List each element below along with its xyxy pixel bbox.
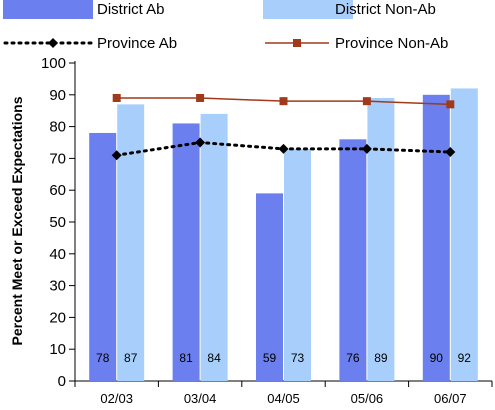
x-tick-label: 05/06 (351, 391, 384, 406)
bar (339, 139, 367, 381)
line-point (361, 143, 372, 154)
x-tick-label: 04/05 (267, 391, 300, 406)
y-tick-label: 40 (49, 246, 66, 263)
line-point (445, 147, 456, 158)
y-axis-title: Percent Meet or Exceed Expectations (9, 96, 25, 345)
y-tick-label: 70 (49, 150, 66, 167)
legend-swatch (3, 0, 93, 19)
y-tick-label: 60 (49, 182, 66, 199)
bars (89, 88, 478, 382)
bar (367, 97, 395, 381)
bar-data-label: 59 (263, 351, 277, 365)
line-point (362, 97, 371, 106)
lines (111, 93, 456, 161)
bar-data-label: 81 (179, 351, 193, 365)
bar-data-label: 92 (458, 351, 472, 365)
bar (172, 123, 200, 382)
y-tick-label: 50 (49, 214, 66, 231)
legend-label: District Ab (97, 1, 165, 18)
y-tick-label: 100 (41, 55, 66, 72)
bar-data-label: 89 (374, 351, 388, 365)
y-tick-label: 80 (49, 119, 66, 136)
bar-data-label: 76 (346, 351, 360, 365)
legend-marker (48, 38, 58, 48)
legend-label: Province Non-Ab (335, 35, 448, 52)
bar (422, 94, 450, 382)
line-point (278, 143, 289, 154)
line-point (111, 150, 122, 161)
x-tick-label: 06/07 (434, 391, 467, 406)
y-tick-label: 10 (49, 341, 66, 358)
x-axis: 02/03 03/04 04/05 05/06 06/07 (74, 380, 493, 406)
bar (284, 148, 311, 381)
y-tick-label: 30 (49, 278, 66, 295)
line-point (446, 100, 455, 109)
legend-label: District Non-Ab (335, 1, 436, 18)
bar (200, 113, 228, 381)
data-labels: 78 87 81 84 59 73 76 89 90 92 (96, 351, 471, 365)
x-tick-label: 02/03 (100, 391, 133, 406)
legend-marker (293, 39, 301, 47)
line-point (279, 97, 288, 106)
x-tick-label: 03/04 (184, 391, 217, 406)
line-point (196, 93, 205, 102)
bar (117, 104, 145, 381)
bar-data-label: 84 (207, 351, 221, 365)
y-tick-label: 20 (49, 309, 66, 326)
bar-data-label: 73 (291, 351, 305, 365)
y-axis: 0 10 20 30 40 50 60 70 80 90 100 (41, 55, 76, 390)
legend: District Ab District Non-Ab Province Ab Pro… (3, 0, 448, 52)
bar-data-label: 78 (96, 351, 110, 365)
legend-label: Province Ab (97, 35, 177, 52)
bar (89, 132, 117, 381)
bar (256, 193, 283, 381)
legend-swatch (263, 0, 353, 19)
y-tick-label: 90 (49, 87, 66, 104)
line-point (195, 137, 206, 148)
line-point (112, 93, 121, 102)
bar (450, 88, 478, 381)
bar-data-label: 90 (430, 351, 444, 365)
y-tick-label: 0 (58, 373, 66, 390)
bar-data-label: 87 (124, 351, 138, 365)
